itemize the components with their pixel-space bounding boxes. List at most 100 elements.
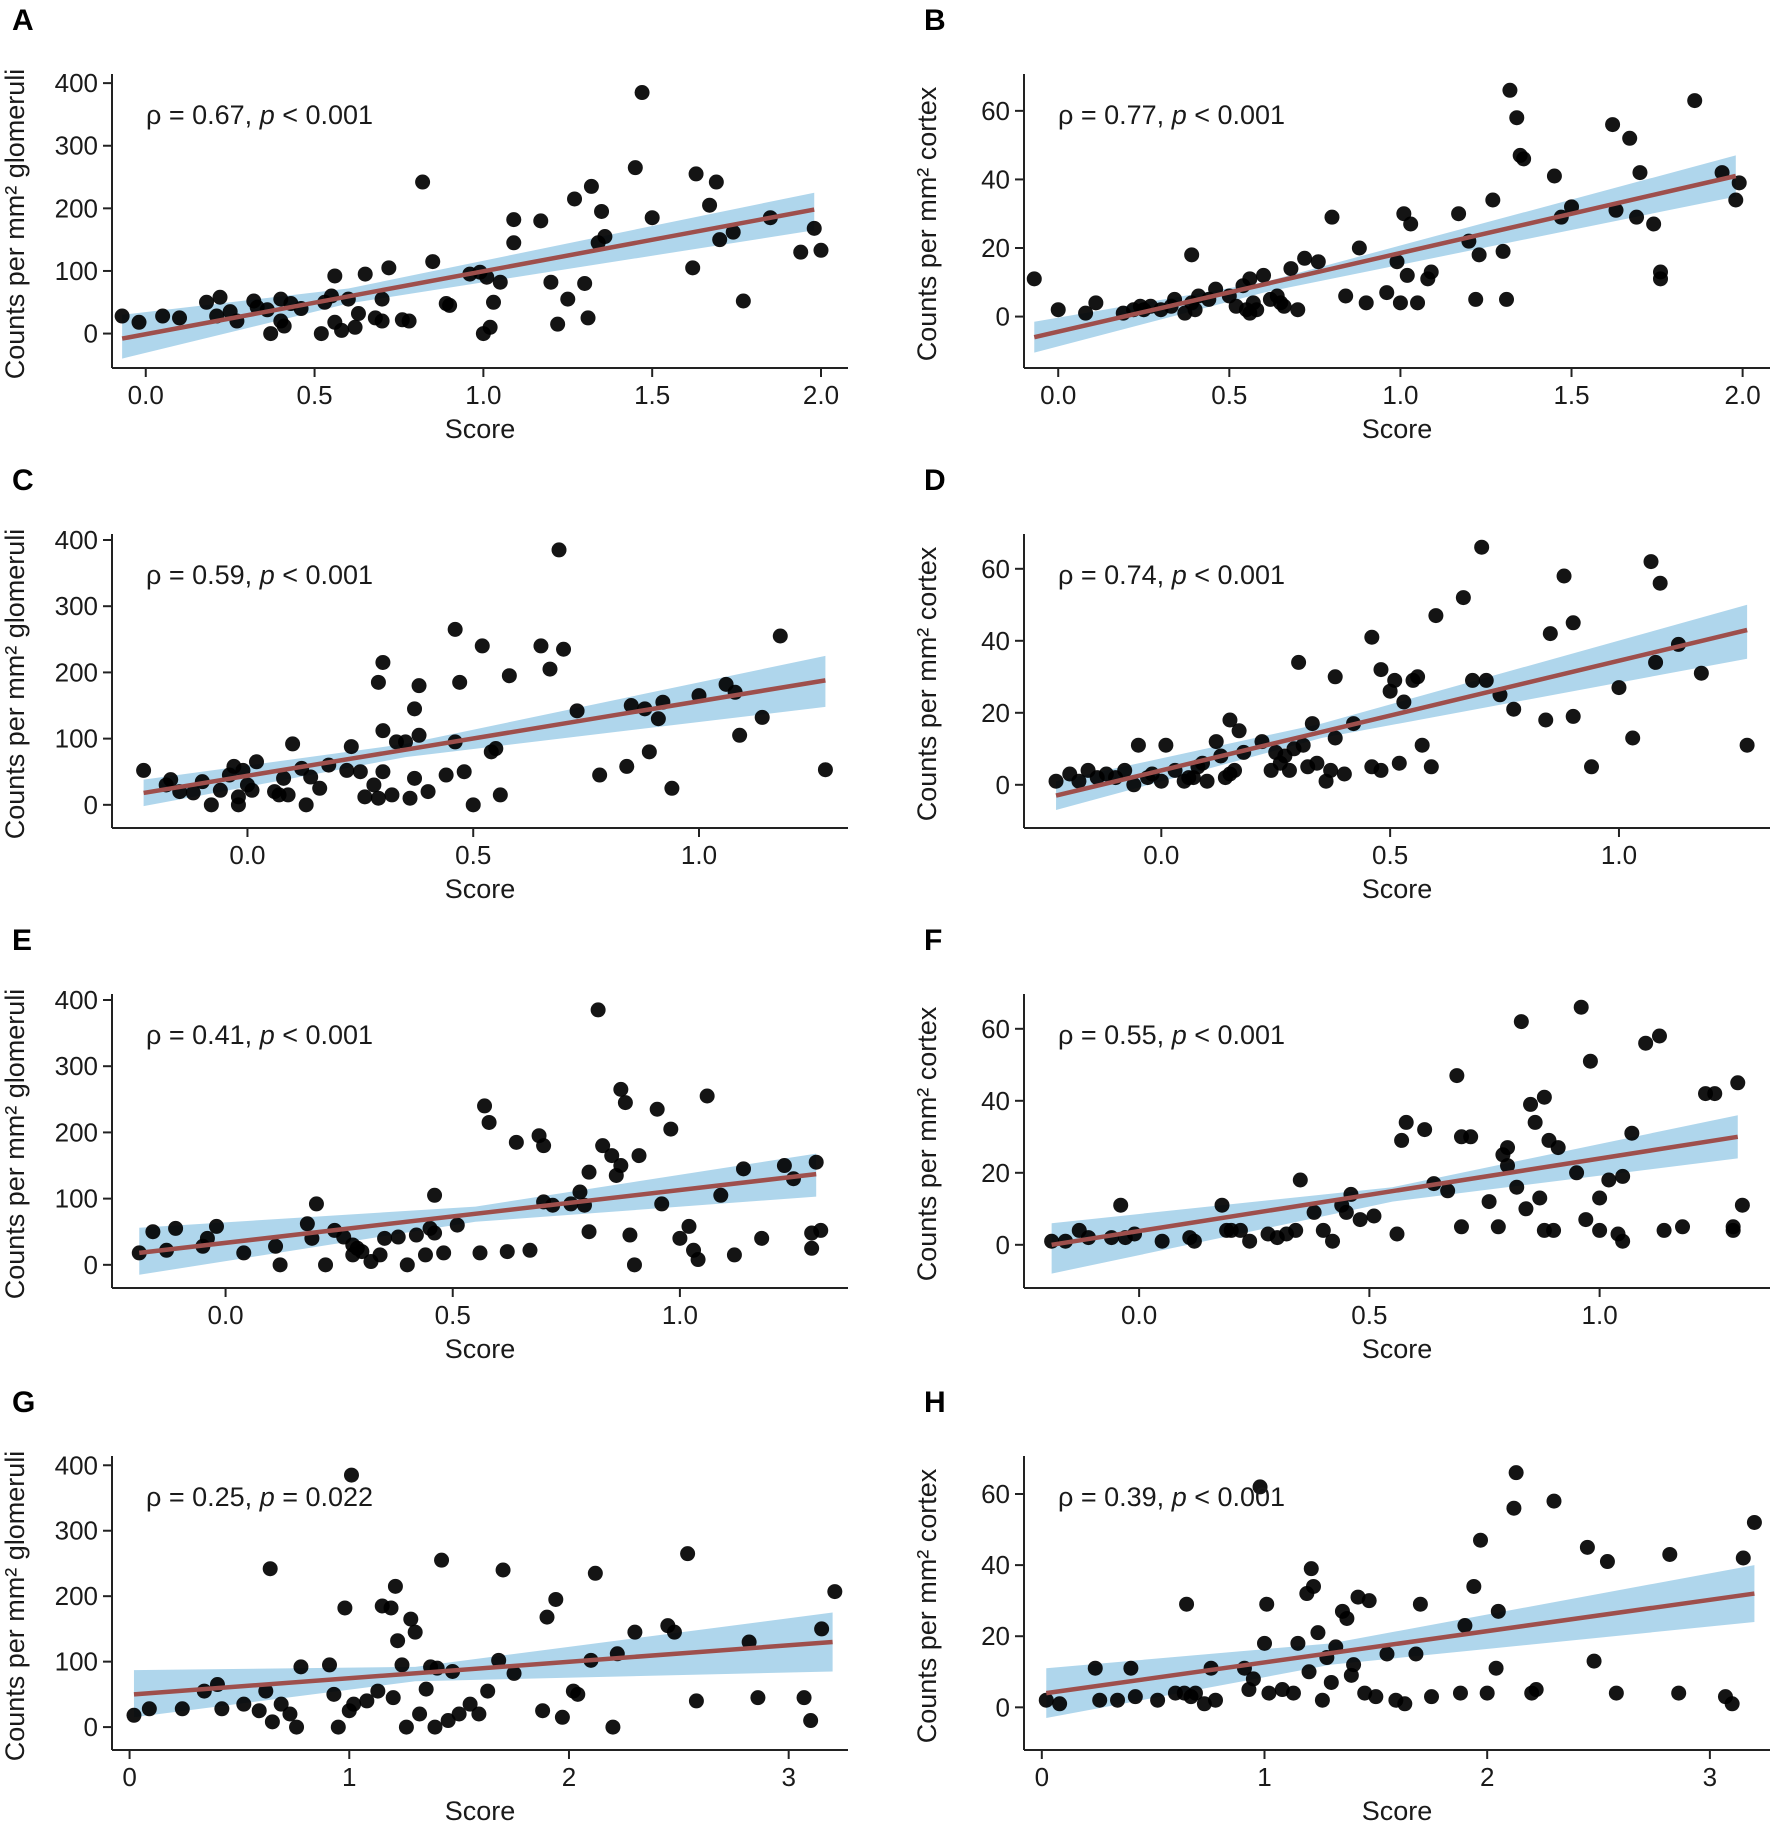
data-point [754,709,770,725]
panel-g: G 0 1 2 3 0 100 200 300 400 Score Counts per mm² gl… [0,1386,848,1823]
data-point [1731,175,1747,191]
data-point [1336,766,1352,782]
data-point [337,1600,353,1616]
data-point [272,1257,288,1273]
y-axis-title: Counts per mm² glomeruli [0,69,30,380]
data-point [313,326,329,342]
data-point [474,638,490,654]
x-axis-title: Score [445,874,516,904]
data-point [1490,1603,1506,1619]
data-point [370,1683,386,1699]
data-point [370,790,386,806]
regression-line [1055,627,1748,798]
p-value: < 0.001 [1187,1020,1285,1050]
data-point [330,1719,346,1735]
data-point [1455,590,1471,606]
data-point [1449,1068,1465,1084]
y-tick-label: 0 [84,1712,98,1742]
data-point [434,1552,450,1568]
y-tick-label: 400 [55,68,98,98]
data-point [308,1196,324,1212]
x-tick-label: 0.0 [128,380,164,410]
data-point [808,1154,824,1170]
data-point [1257,1635,1273,1651]
data-point [352,764,368,780]
data-point [1646,216,1662,232]
data-point [604,1148,620,1164]
data-point [298,797,314,813]
data-point [1412,1596,1428,1612]
panel-label: H [924,1386,946,1419]
data-point [1281,762,1297,778]
data-point [263,326,279,342]
data-point [1509,110,1525,126]
data-point [1592,1222,1608,1238]
panel-d: D 0.0 0.5 1.0 0 20 40 60 Score Counts per mm² cor… [912,464,1770,904]
data-point [1283,261,1299,277]
data-point [447,621,463,637]
y-tick-label: 200 [55,657,98,687]
data-point [1452,1685,1468,1701]
data-point [339,762,355,778]
data-point [1327,730,1343,746]
data-point [114,308,130,324]
data-point [1048,773,1064,789]
data-point [554,1709,570,1725]
data-point [627,160,643,176]
data-point [359,1693,375,1709]
data-point [1584,759,1600,775]
x-tick-label: 0.0 [1121,1300,1157,1330]
data-point [174,1701,190,1717]
data-point [1088,295,1104,311]
data-point [136,762,152,778]
data-point [556,641,572,657]
y-tick-label: 100 [55,1647,98,1677]
x-axis-title: Score [1362,1796,1433,1823]
data-point [1608,1685,1624,1701]
data-point [1208,1692,1224,1708]
data-point [626,1257,642,1273]
data-point [1038,1692,1054,1708]
data-point [477,1098,493,1114]
data-point [374,291,390,307]
x-tick-label: 0.5 [296,380,332,410]
rho-value: ρ = 0.77, [1058,100,1172,130]
data-point [417,1247,433,1263]
data-point [397,734,413,750]
data-point [1222,712,1238,728]
data-point [522,1242,538,1258]
x-tick-label: 2 [1480,1762,1494,1792]
data-point [533,213,549,229]
data-point [203,797,219,813]
p-symbol: p [259,1482,275,1512]
data-point [572,1184,588,1200]
data-point [326,1686,342,1702]
data-point [1397,1696,1413,1712]
data-point [1187,1685,1203,1701]
x-tick-label: 1.0 [1382,380,1418,410]
data-point [688,166,704,182]
x-tick-label: 0.0 [1040,380,1076,410]
data-point [394,1657,410,1673]
data-point [1481,1194,1497,1210]
y-tick-label: 40 [981,1086,1010,1116]
data-point [1052,1696,1068,1712]
p-symbol: p [1171,1020,1187,1050]
data-point [1675,1219,1691,1235]
data-point [1728,192,1744,208]
x-tick-label: 0.5 [1211,380,1247,410]
x-tick-label: 1 [342,1762,356,1792]
data-point [168,1220,184,1236]
data-point [1734,1197,1750,1213]
data-point [1050,302,1066,318]
data-point [1523,1096,1539,1112]
x-tick-label: 1.0 [465,380,501,410]
y-tick-label: 60 [981,1014,1010,1044]
data-point [1465,672,1481,688]
data-point [1615,1168,1631,1184]
data-point [357,789,373,805]
data-point [1310,1625,1326,1641]
data-point [1532,1190,1548,1206]
data-point [1327,669,1343,685]
y-tick-label: 100 [55,724,98,754]
